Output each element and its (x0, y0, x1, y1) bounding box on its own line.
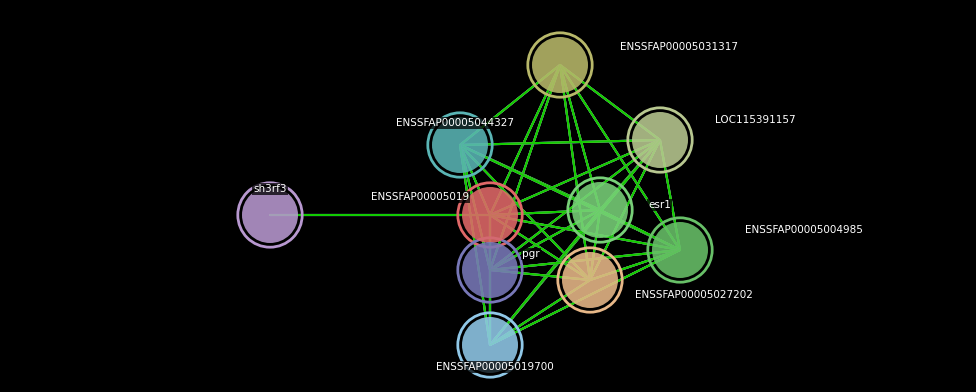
Text: sh3rf3: sh3rf3 (253, 184, 287, 194)
Circle shape (572, 182, 628, 238)
Text: ENSSFAP00005004985: ENSSFAP00005004985 (745, 225, 863, 235)
Text: pgr: pgr (522, 249, 540, 259)
Circle shape (532, 37, 588, 93)
Text: ENSSFAP00005019700: ENSSFAP00005019700 (436, 362, 553, 372)
Text: ENSSFAP00005019: ENSSFAP00005019 (371, 192, 469, 202)
Circle shape (562, 252, 618, 308)
Circle shape (462, 242, 518, 298)
Text: LOC115391157: LOC115391157 (715, 115, 795, 125)
Text: esr1: esr1 (648, 200, 671, 210)
Circle shape (242, 187, 298, 243)
Text: ENSSFAP00005027202: ENSSFAP00005027202 (635, 290, 752, 300)
Circle shape (632, 112, 688, 168)
Circle shape (462, 317, 518, 373)
Text: ENSSFAP00005044327: ENSSFAP00005044327 (396, 118, 514, 128)
Circle shape (462, 187, 518, 243)
Circle shape (432, 117, 488, 173)
Text: ENSSFAP00005031317: ENSSFAP00005031317 (620, 42, 738, 52)
Circle shape (652, 222, 708, 278)
